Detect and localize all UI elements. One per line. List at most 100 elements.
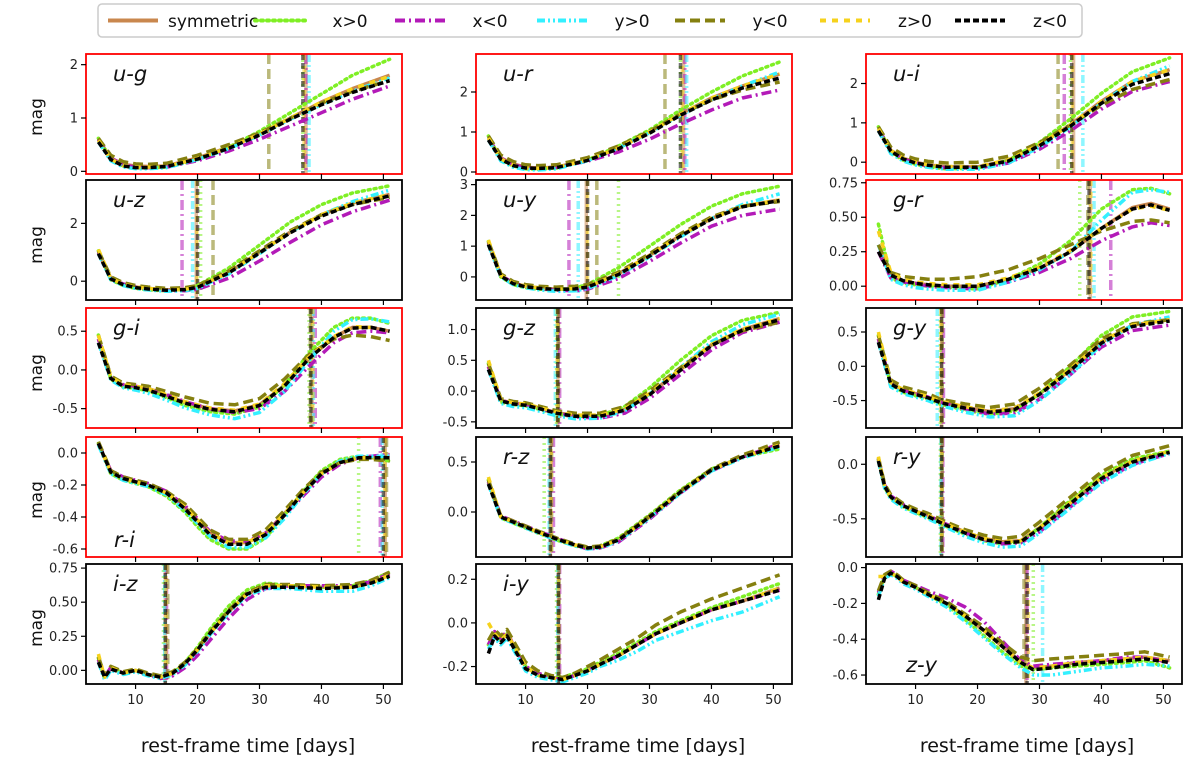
y-tick-label: 2 (460, 86, 468, 101)
plot-content (96, 54, 392, 174)
series-line-z<0 (876, 319, 1170, 414)
y-tick-label: 0.5 (837, 326, 858, 341)
y-tick-label: 1 (70, 112, 78, 127)
legend-entry: z<0 (955, 12, 1067, 32)
y-tick-label: 0.25 (49, 630, 78, 645)
y-tick-label: 0.00 (829, 280, 858, 295)
plot-content (486, 180, 782, 300)
series-line-y>0 (96, 317, 390, 421)
panel-g-i: -0.5 0.0 0.5 g-i (53, 307, 403, 433)
y-axis-label: mag (27, 226, 47, 264)
panel-frame (475, 179, 793, 301)
panel-title: i-y (503, 572, 529, 596)
panel-u-z: 0 2 u-z (70, 179, 403, 305)
legend-entry: z>0 (820, 12, 932, 32)
series-line-z<0 (876, 571, 1170, 672)
panel-z-y: -0.6 -0.4 -0.2 0.0 10 20 30 40 50 z-y (833, 561, 1183, 708)
plot-content (876, 54, 1172, 174)
legend-label: y>0 (614, 12, 649, 32)
plot-area (476, 564, 792, 684)
y-tick-label: -0.2 (53, 479, 78, 494)
y-tick-label: 2 (460, 209, 468, 224)
y-tick-label: -0.4 (833, 633, 858, 648)
series-line-y<0 (876, 317, 1170, 410)
panel-title: r-z (503, 445, 530, 469)
legend-label: x>0 (332, 12, 367, 32)
series-line-z<0 (876, 72, 1171, 170)
y-tick-label: 0.0 (447, 385, 468, 400)
panel-frame (865, 179, 1183, 301)
plot-area (86, 54, 402, 174)
y-tick-label: -0.6 (833, 669, 858, 684)
series-line-z<0 (96, 574, 391, 679)
y-tick-label: 0.5 (57, 325, 78, 340)
panel-title: u-i (893, 62, 920, 86)
y-tick-label: 1 (460, 126, 468, 141)
y-tick-label: 0.5 (447, 354, 468, 369)
series-line-x<0 (486, 88, 780, 170)
x-tick-label: 40 (703, 693, 720, 708)
y-tick-label: 2 (70, 58, 78, 73)
legend-label: z>0 (898, 12, 932, 32)
panel-r-y: -0.5 0.0 r-y (833, 436, 1183, 562)
y-tick-label: 2 (70, 217, 78, 232)
y-tick-label: 0.0 (447, 506, 468, 521)
y-tick-label: 0.0 (837, 360, 858, 375)
series-line-y>0 (486, 595, 781, 684)
y-tick-label: 0 (850, 156, 858, 171)
y-tick-label: -0.5 (53, 402, 78, 417)
x-tick-label: 20 (189, 693, 206, 708)
panel-u-g: 0 1 2 u-g (70, 53, 403, 180)
series-line-y>0 (876, 451, 1171, 549)
legend-box (97, 3, 1083, 38)
y-tick-label: -0.6 (53, 543, 78, 558)
series-line-y<0 (876, 77, 1171, 165)
series-line-x<0 (876, 221, 1170, 291)
y-tick-label: 0.0 (57, 447, 78, 462)
x-tick-label: 20 (579, 693, 596, 708)
legend-entry: x>0 (253, 12, 368, 32)
x-tick-label: 10 (517, 693, 534, 708)
series-line-z<0 (486, 76, 781, 171)
legend-label: y<0 (752, 12, 787, 32)
panel-u-y: 0 1 2 3 u-y (460, 178, 793, 305)
panel-title: u-g (113, 62, 147, 86)
y-tick-label: 0.50 (829, 211, 858, 226)
panel-frame (85, 307, 403, 429)
y-tick-label: -0.5 (833, 512, 858, 527)
y-tick-label: 0.50 (49, 596, 78, 611)
plot-content (876, 180, 1172, 300)
series-line-x>0 (876, 309, 1172, 417)
y-tick-label: 0 (70, 275, 78, 290)
y-tick-label: 1.0 (447, 323, 468, 338)
panel-title: i-z (113, 572, 138, 596)
panel-r-i: -0.6 -0.4 -0.2 0.0 r-i (53, 436, 403, 562)
panel-frame (865, 436, 1183, 558)
x-tick-label: 10 (127, 693, 144, 708)
plot-content (486, 308, 782, 428)
series-line-z<0 (486, 318, 781, 419)
series-line-y<0 (96, 441, 390, 542)
legend-entry: x<0 (395, 12, 508, 32)
series-line-x<0 (96, 84, 391, 170)
y-axis-label: mag (27, 354, 47, 392)
y-tick-label: 1 (460, 240, 468, 255)
panel-g-z: -0.5 0.0 0.5 1.0 g-z (443, 307, 793, 433)
plot-area (476, 180, 792, 300)
y-tick-label: 0.0 (837, 458, 858, 473)
plot-area (866, 180, 1182, 300)
series-line-z<0 (876, 203, 1171, 288)
y-tick-label: 1 (850, 116, 858, 131)
panel-frame (85, 436, 403, 558)
panel-frame (865, 307, 1183, 429)
series-line-z<0 (486, 198, 780, 292)
panel-frame (85, 53, 403, 175)
x-tick-label: 10 (907, 693, 924, 708)
x-tick-label: 50 (375, 693, 392, 708)
y-tick-label: 0.25 (829, 245, 858, 260)
panel-u-i: 0 1 2 u-i (850, 53, 1183, 179)
y-tick-label: 0.0 (57, 363, 78, 378)
plot-content (486, 54, 782, 174)
